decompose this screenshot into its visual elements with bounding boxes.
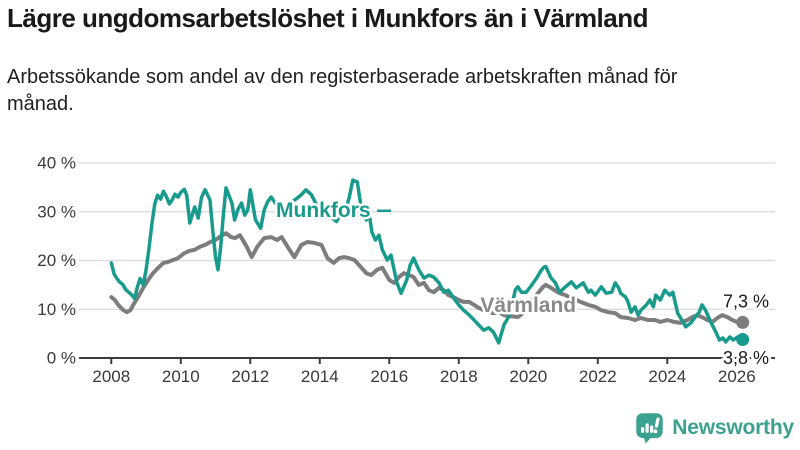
logo-pin-body — [636, 413, 663, 438]
logo-pin-tail — [643, 436, 653, 444]
series-line-värmland — [109, 231, 745, 325]
x-tick-label: 2010 — [162, 367, 200, 386]
x-tick-label: 2024 — [648, 367, 686, 386]
chart-subtitle: Arbetssökande som andel av den registerb… — [7, 66, 678, 115]
logo-bars-icon — [641, 417, 660, 434]
y-tick-label: 0 % — [47, 349, 76, 368]
newsworthy-logo-icon — [636, 413, 663, 444]
series-label-vrmland: Värmland — [480, 294, 576, 317]
y-tick-label: 40 % — [37, 154, 76, 173]
x-tick-label: 2020 — [509, 367, 547, 386]
y-tick-label: 30 % — [37, 202, 76, 221]
series-line-munkfors — [109, 178, 745, 345]
x-tick-label: 2016 — [370, 367, 408, 386]
series-label-munkfors: Munkfors — [276, 199, 371, 222]
newsworthy-logo: Newsworthy — [634, 411, 794, 444]
x-tick-label: 2026 — [718, 367, 756, 386]
brand-name: Newsworthy — [672, 415, 794, 439]
end-value-label-munkfors: 3,8 % — [723, 348, 769, 368]
y-tick-label: 20 % — [37, 251, 76, 270]
x-tick-label: 2012 — [231, 367, 269, 386]
end-value-label-värmland: 7,3 % — [723, 291, 769, 311]
x-tick-label: 2018 — [440, 367, 478, 386]
x-tick-label: 2022 — [579, 367, 617, 386]
end-dot-värmland — [736, 315, 750, 329]
end-dot-munkfors — [736, 332, 750, 346]
x-tick-label: 2014 — [301, 367, 339, 386]
y-tick-label: 10 % — [37, 300, 76, 319]
x-tick-label: 2008 — [92, 367, 130, 386]
page-title: Lägre ungdomsarbetslöshet i Munkfors än … — [7, 3, 649, 33]
